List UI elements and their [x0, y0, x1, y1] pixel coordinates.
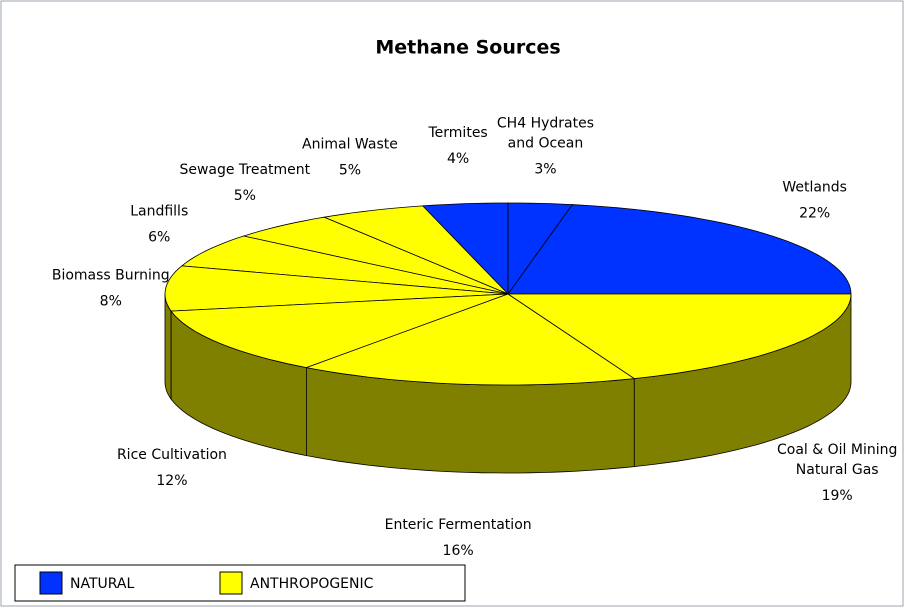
slice-label: Biomass Burning — [52, 267, 170, 283]
slice — [170, 293, 509, 369]
value-label: 22% — [799, 205, 830, 221]
value-label: 6% — [148, 229, 170, 245]
slice-label: Animal Waste — [302, 137, 398, 153]
value-label: 8% — [100, 293, 122, 309]
value-label: 16% — [443, 543, 474, 559]
slice — [507, 204, 852, 295]
slice — [421, 202, 509, 295]
value-label: 3% — [534, 162, 556, 178]
legend-label: ANTHROPOGENIC — [250, 576, 374, 592]
slice — [242, 216, 509, 295]
slice-label: Rice Cultivation — [117, 447, 227, 463]
slice-label: and Ocean — [508, 136, 584, 152]
legend-swatch — [219, 571, 243, 595]
value-label: 4% — [447, 151, 469, 167]
slice-label: Enteric Fermentation — [385, 517, 532, 533]
slice — [507, 202, 574, 296]
legend-swatch — [39, 571, 63, 595]
slice-label: Wetlands — [782, 179, 847, 195]
slice — [322, 205, 509, 295]
legend-label: NATURAL — [70, 576, 134, 592]
slice — [304, 293, 636, 386]
slice-label: Natural Gas — [796, 462, 879, 478]
slice — [506, 293, 852, 380]
value-label: 5% — [234, 188, 256, 204]
slice-label: CH4 Hydrates — [497, 116, 594, 132]
chart-title: Methane Sources — [375, 37, 560, 59]
value-label: 12% — [156, 473, 187, 489]
slice-label: Coal & Oil Mining — [777, 442, 897, 458]
value-label: 19% — [822, 488, 853, 504]
slice-label: Landfills — [130, 203, 188, 219]
slice — [180, 235, 509, 295]
value-label: 5% — [339, 163, 361, 179]
slice-label: Termites — [428, 125, 488, 141]
slice-label: Sewage Treatment — [179, 162, 310, 178]
slice — [164, 265, 509, 312]
